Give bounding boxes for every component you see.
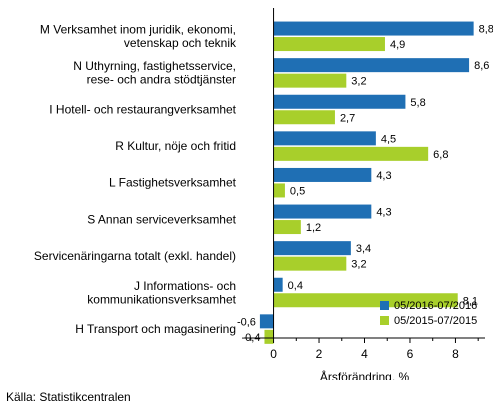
bar-chart: M Verksamhet inom juridik, ekonomi,veten… — [34, 8, 493, 384]
category-label: rese- och andra stödtjänster — [87, 73, 236, 87]
bar-2015 — [273, 183, 285, 198]
x-tick-label: 0 — [270, 347, 277, 361]
x-tick-label: 4 — [361, 347, 368, 361]
category-label: H Transport och magasinering — [75, 322, 236, 336]
data-label: 0,4 — [288, 280, 303, 292]
x-tick-label: 8 — [452, 347, 459, 361]
legend-swatch — [380, 301, 389, 310]
data-label: 6,8 — [433, 149, 448, 161]
x-tick-label: 6 — [407, 347, 414, 361]
data-label: -0,6 — [237, 316, 256, 328]
data-label: 5,8 — [410, 97, 425, 109]
data-label: 8,8 — [479, 24, 493, 36]
bar-2016 — [273, 204, 372, 219]
bar-2016 — [273, 241, 351, 256]
bar-2015 — [264, 329, 274, 344]
bar-2016 — [273, 94, 406, 109]
data-label: 0,5 — [290, 185, 305, 197]
legend-label: 05/2016-07/2016 — [394, 300, 477, 312]
x-tick-label: 2 — [316, 347, 323, 361]
bar-2015 — [273, 220, 301, 235]
bar-2016 — [273, 277, 283, 292]
data-label: 8,1 — [463, 295, 478, 307]
bar-2016 — [273, 58, 470, 73]
source-note: Källa: Statistikcentralen — [6, 390, 131, 404]
bar-2016 — [273, 21, 474, 36]
bar-2015 — [273, 37, 385, 52]
category-label: L Fastighetsverksamhet — [109, 176, 237, 190]
category-label: vetenskap och teknik — [124, 36, 237, 50]
data-label: 1,2 — [306, 222, 321, 234]
category-label: Servicenäringarna totalt (exkl. handel) — [34, 249, 236, 263]
data-label: 2,7 — [340, 112, 355, 124]
bar-2016 — [273, 131, 376, 146]
category-label: R Kultur, nöje och fritid — [115, 139, 236, 153]
x-axis-title: Årsförändring, % — [320, 369, 410, 380]
bar-2015 — [273, 293, 458, 308]
data-label: 3,4 — [356, 243, 371, 255]
bar-2015 — [273, 256, 347, 271]
bar-2015 — [273, 146, 429, 161]
category-label: N Uthyrning, fastighetsservice, — [73, 59, 236, 73]
category-label: kommunikationsverksamhet — [87, 292, 236, 306]
bar-2016 — [273, 167, 372, 182]
bar-2015 — [273, 73, 347, 88]
category-label: S Annan serviceverksamhet — [87, 212, 236, 226]
data-label: 4,9 — [390, 39, 405, 51]
data-label: 4,5 — [381, 133, 396, 145]
data-label: 4,3 — [376, 207, 391, 219]
category-label: I Hotell- och restaurangverksamhet — [49, 103, 236, 117]
bar-2015 — [273, 110, 335, 125]
legend-swatch — [380, 316, 389, 325]
data-label: 4,3 — [376, 170, 391, 182]
legend-label: 05/2015-07/2015 — [394, 315, 477, 327]
category-label: M Verksamhet inom juridik, ekonomi, — [40, 23, 236, 37]
category-label: J Informations- och — [134, 279, 236, 293]
data-label: 3,2 — [351, 259, 366, 271]
bar-2016 — [259, 314, 274, 329]
data-label: 3,2 — [351, 76, 366, 88]
data-label: 8,6 — [474, 60, 489, 72]
